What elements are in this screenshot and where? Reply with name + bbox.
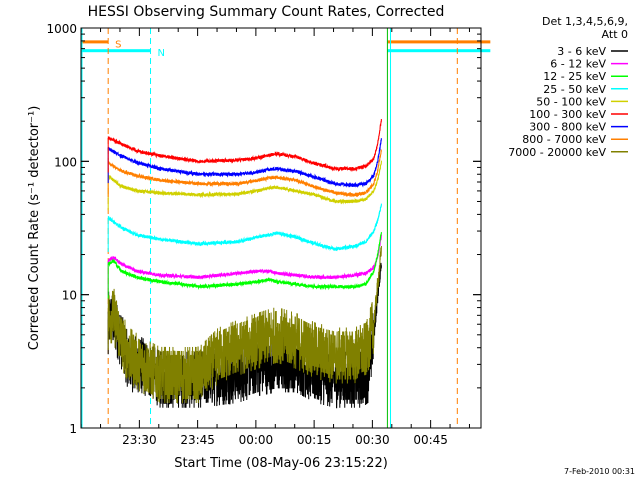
annotation-bar-n-1 bbox=[387, 49, 491, 53]
legend-item-50-100-kev: 50 - 100 keV bbox=[536, 95, 606, 108]
legend-item-7000-20000-kev: 7000 - 20000 keV bbox=[508, 146, 606, 159]
legend-header-2: Att 0 bbox=[602, 28, 628, 41]
x-tick-label-23-45: 23:45 bbox=[180, 433, 215, 447]
annotation-label-n: N bbox=[158, 48, 165, 59]
series-line-300-800-kev bbox=[107, 138, 382, 189]
series-line-100-300-kev bbox=[107, 119, 382, 173]
series-line-12-25-kev bbox=[107, 232, 382, 291]
legend-item-6-12-kev: 6 - 12 keV bbox=[550, 58, 606, 71]
annotation-bar-s-0 bbox=[81, 40, 109, 44]
x-tick-label-00-15: 00:15 bbox=[297, 433, 332, 447]
series-line-25-50-kev bbox=[107, 203, 382, 252]
legend-item-3-6-kev: 3 - 6 keV bbox=[557, 45, 606, 58]
y-tick-label-1: 1 bbox=[69, 422, 77, 436]
legend-item-25-50-kev: 25 - 50 keV bbox=[543, 83, 606, 96]
series-lines bbox=[107, 119, 382, 409]
x-tick-label-00-30: 00:30 bbox=[355, 433, 390, 447]
x-tick-label-00-00: 00:00 bbox=[239, 433, 274, 447]
series-line-7000-20000-kev bbox=[107, 245, 382, 403]
legend-item-800-7000-kev: 800 - 7000 keV bbox=[522, 133, 606, 146]
annotation-bars: SN bbox=[81, 39, 491, 59]
series-line-800-7000-kev bbox=[107, 149, 382, 198]
legend-item-300-800-kev: 300 - 800 keV bbox=[529, 121, 606, 134]
chart-title: HESSI Observing Summary Count Rates, Cor… bbox=[88, 4, 445, 20]
annotation-bar-s-1 bbox=[387, 40, 491, 44]
x-axis-label: Start Time (08-May-06 23:15:22) bbox=[174, 456, 388, 471]
y-tick-label-10: 10 bbox=[62, 289, 77, 303]
annotation-label-s: S bbox=[115, 39, 121, 50]
y-tick-label-1000: 1000 bbox=[46, 22, 77, 36]
axis-tick-labels: 1 10 100 1000 23:30 23:45 00:00 00:15 00:30 00:45 bbox=[46, 22, 447, 447]
footer-date: 7-Feb-2010 00:31 bbox=[564, 467, 635, 476]
x-tick-label-00-45: 00:45 bbox=[413, 433, 448, 447]
series-line-6-12-kev bbox=[107, 234, 382, 281]
y-axis-label: Corrected Count Rate (s⁻¹ detector⁻¹) bbox=[27, 106, 42, 351]
series-line-50-100-kev bbox=[107, 160, 382, 205]
plot-frame bbox=[80, 27, 482, 429]
annotation-bar-n-0 bbox=[81, 49, 151, 53]
legend-header-1: Det 1,3,4,5,6,9, bbox=[542, 15, 628, 28]
axis-ticks bbox=[80, 27, 481, 429]
y-tick-label-100: 100 bbox=[54, 155, 77, 169]
x-tick-label-23-30: 23:30 bbox=[122, 433, 157, 447]
legend-item-12-25-kev: 12 - 25 keV bbox=[543, 70, 606, 83]
legend-item-100-300-kev: 100 - 300 keV bbox=[529, 108, 606, 121]
